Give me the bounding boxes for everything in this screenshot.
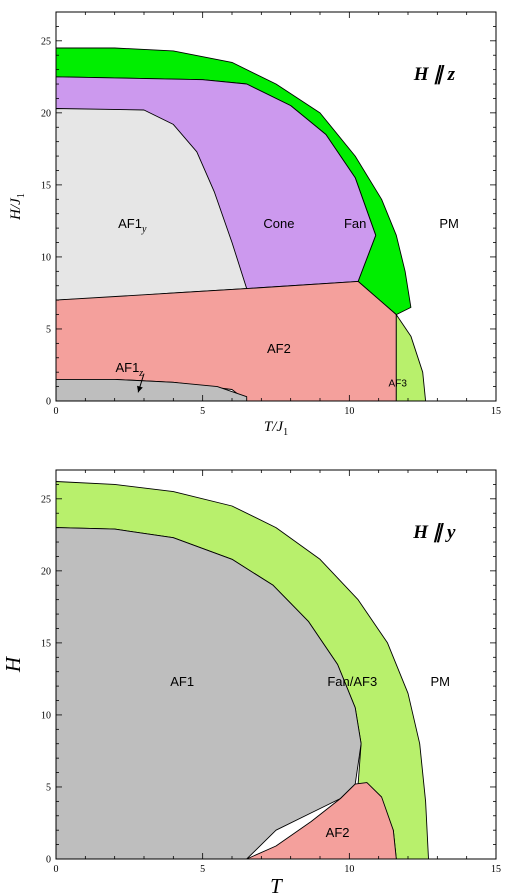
y-tick-label: 20 <box>41 108 51 119</box>
region-af2 <box>246 782 397 860</box>
y-tick-label: 25 <box>41 494 51 505</box>
x-tick-label: 0 <box>54 864 59 875</box>
region-label-af3: AF3 <box>389 378 408 389</box>
x-tick-label: 15 <box>491 406 501 417</box>
y-axis-title: H/J1 <box>8 193 27 221</box>
region-label-af2: AF2 <box>326 825 350 840</box>
region-af3 <box>395 314 427 402</box>
y-tick-label: 15 <box>41 638 51 649</box>
region-label-fan: Fan <box>344 216 366 231</box>
x-tick-label: 10 <box>344 406 354 417</box>
plot-frame <box>55 11 497 402</box>
x-axis-title: T <box>270 874 283 896</box>
region-label-af1y: AF1y <box>118 216 147 235</box>
top-phase-diagram: 0 5 10 15 0 5 10 15 20 25 Fan Cone AF1y AF2 AF1z AF3 PM H… <box>8 11 501 438</box>
x-tick-label: 5 <box>200 406 205 417</box>
region-label-af1z: AF1z <box>115 360 143 379</box>
af1z-arrow-head <box>137 385 143 393</box>
region-label-pm: PM <box>439 216 459 231</box>
field-direction-label: H ∥ z <box>413 64 456 85</box>
x-tick-label: 0 <box>54 406 59 417</box>
x-axis-title: T/J1 <box>264 419 288 438</box>
bottom-phase-diagram: 0 5 10 15 0 5 10 15 20 25 Fan/AF3 AF1 AF2 PM H ∥ y T H <box>1 469 501 896</box>
field-direction-label: H ∥ y <box>412 522 456 543</box>
region-label-af1: AF1 <box>170 674 194 689</box>
plot-frame <box>55 469 497 860</box>
x-tick-label: 15 <box>491 864 501 875</box>
x-tick-label: 5 <box>200 864 205 875</box>
y-tick-label: 10 <box>41 710 51 721</box>
y-tick-label: 5 <box>46 324 51 335</box>
x-tick-label: 10 <box>344 864 354 875</box>
y-tick-label: 5 <box>46 782 51 793</box>
y-tick-label: 0 <box>46 855 51 866</box>
y-tick-label: 10 <box>41 252 51 263</box>
y-tick-label: 25 <box>41 36 51 47</box>
region-label-cone: Cone <box>263 216 294 231</box>
y-tick-label: 15 <box>41 180 51 191</box>
region-label-af2: AF2 <box>267 341 291 356</box>
y-tick-label: 0 <box>46 397 51 408</box>
y-axis-title: H <box>1 655 25 673</box>
region-label-pm: PM <box>431 674 451 689</box>
y-tick-label: 20 <box>41 566 51 577</box>
region-label-fan-af3: Fan/AF3 <box>327 674 377 689</box>
region-af1 <box>55 527 362 860</box>
